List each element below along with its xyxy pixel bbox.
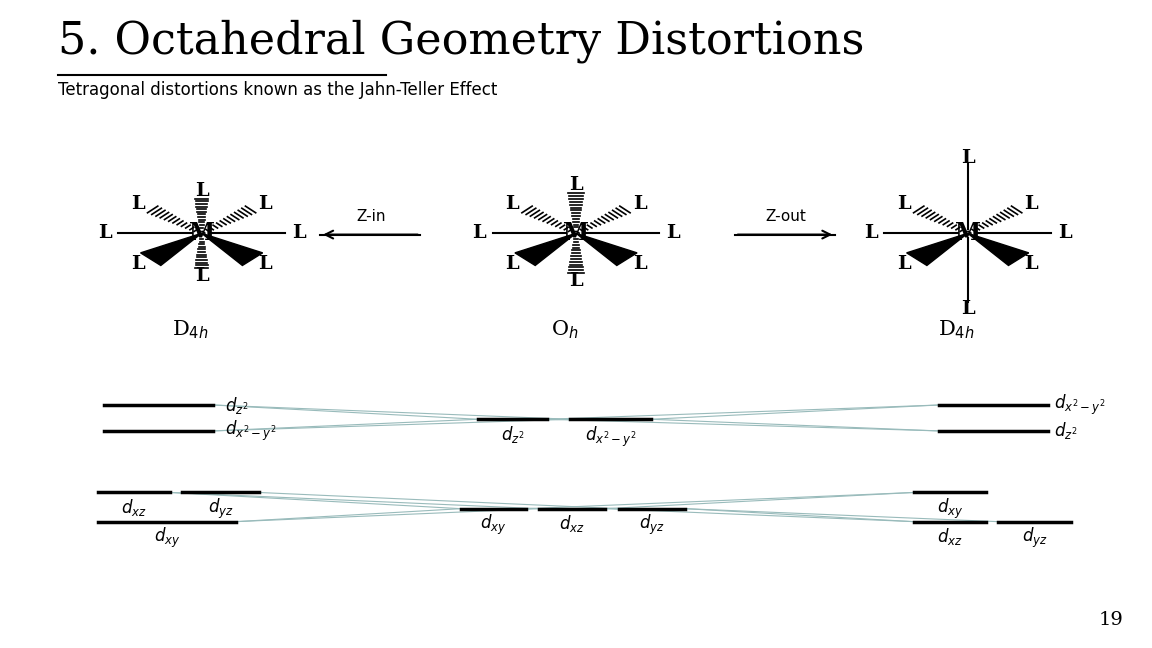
Text: L: L — [98, 224, 112, 242]
Polygon shape — [141, 233, 202, 266]
Text: L: L — [258, 194, 272, 213]
Text: L: L — [569, 272, 583, 290]
Text: L: L — [472, 224, 486, 242]
Text: L: L — [961, 300, 975, 318]
Text: L: L — [864, 224, 878, 242]
Text: L: L — [195, 182, 209, 200]
Text: D$_{4h}$: D$_{4h}$ — [172, 319, 209, 341]
Text: Z-out: Z-out — [765, 209, 806, 224]
Text: M: M — [189, 221, 214, 246]
Text: L: L — [1058, 224, 1071, 242]
Text: $d_{yz}$: $d_{yz}$ — [207, 497, 234, 521]
Text: 19: 19 — [1098, 610, 1123, 629]
Text: L: L — [131, 194, 145, 213]
Text: $d_{yz}$: $d_{yz}$ — [1022, 526, 1047, 550]
Polygon shape — [576, 233, 637, 266]
Text: D$_{4h}$: D$_{4h}$ — [938, 319, 975, 341]
Text: $d_{z^2}$: $d_{z^2}$ — [1054, 421, 1077, 441]
Text: $d_{xz}$: $d_{xz}$ — [121, 497, 147, 518]
Text: $d_{x^2-y^2}$: $d_{x^2-y^2}$ — [585, 424, 636, 448]
Text: L: L — [506, 194, 520, 213]
Polygon shape — [515, 233, 576, 266]
Text: $d_{x^2-y^2}$: $d_{x^2-y^2}$ — [1054, 393, 1106, 417]
Polygon shape — [202, 233, 263, 266]
Text: L: L — [195, 267, 209, 284]
Text: L: L — [632, 194, 646, 213]
Text: $d_{xy}$: $d_{xy}$ — [154, 526, 180, 550]
Text: $d_{yz}$: $d_{yz}$ — [639, 513, 665, 537]
Text: $d_{xz}$: $d_{xz}$ — [559, 513, 585, 534]
Text: L: L — [897, 194, 911, 213]
Polygon shape — [907, 233, 968, 266]
Text: 5. Octahedral Geometry Distortions: 5. Octahedral Geometry Distortions — [58, 19, 864, 63]
Text: M: M — [563, 221, 589, 246]
Text: L: L — [961, 149, 975, 167]
Text: L: L — [131, 255, 145, 273]
Text: L: L — [506, 255, 520, 273]
Text: O$_h$: O$_h$ — [551, 319, 578, 341]
Text: $d_{xz}$: $d_{xz}$ — [937, 526, 963, 547]
Text: $d_{x^2-y^2}$: $d_{x^2-y^2}$ — [225, 419, 276, 443]
Text: L: L — [1024, 194, 1038, 213]
Text: L: L — [632, 255, 646, 273]
Text: L: L — [666, 224, 680, 242]
Text: $d_{xy}$: $d_{xy}$ — [937, 497, 963, 521]
Text: Z-in: Z-in — [356, 209, 386, 224]
Text: L: L — [569, 176, 583, 194]
Text: $d_{z^2}$: $d_{z^2}$ — [501, 424, 524, 445]
Text: M: M — [955, 221, 980, 246]
Text: L: L — [1024, 255, 1038, 273]
Text: L: L — [258, 255, 272, 273]
Text: L: L — [291, 224, 305, 242]
Polygon shape — [968, 233, 1029, 266]
Text: L: L — [897, 255, 911, 273]
Text: $d_{z^2}$: $d_{z^2}$ — [225, 395, 248, 415]
Text: Tetragonal distortions known as the Jahn-Teller Effect: Tetragonal distortions known as the Jahn… — [58, 81, 497, 99]
Text: $d_{xy}$: $d_{xy}$ — [480, 513, 507, 537]
